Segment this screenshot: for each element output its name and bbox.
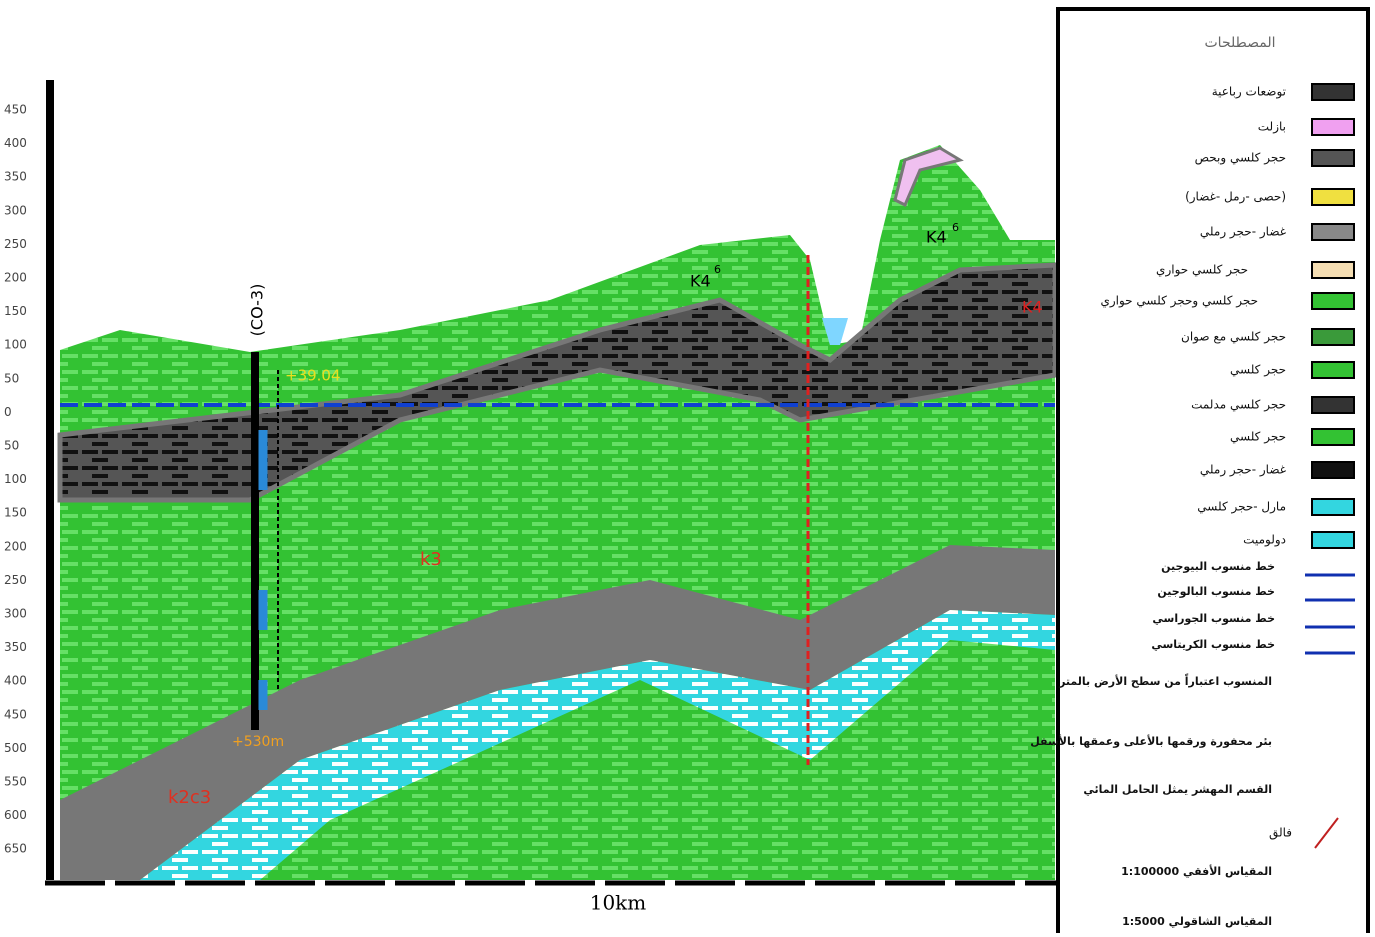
legend-label: حجر كلسي مدلمت	[1191, 398, 1286, 413]
legend-label: خط منسوب الكريتاسي	[1151, 638, 1275, 651]
legend-label: دولوميت	[1243, 533, 1286, 548]
legend-note: بئر محفورة ورقمها بالأعلى وعمقها بالأسفل	[1030, 734, 1272, 748]
legend-swatch	[1312, 397, 1354, 413]
y-axis-label: 500	[4, 741, 27, 755]
y-axis-label: 50	[4, 439, 19, 453]
legend-swatch	[1312, 532, 1354, 548]
y-axis-label: 50	[4, 371, 19, 385]
legend-label: مارل -حجر كلسي	[1197, 500, 1286, 515]
y-axis-label: 100	[4, 338, 27, 352]
layer-label: k2c3	[168, 787, 211, 808]
y-axis-label: 350	[4, 170, 27, 184]
legend-label: خط منسوب الجوراسي	[1152, 612, 1275, 625]
well-label: (CO-3)	[248, 284, 267, 337]
legend-label: غضار -حجر رملي	[1200, 463, 1286, 478]
legend-label: بازلت	[1258, 120, 1286, 135]
legend-swatch	[1312, 224, 1354, 240]
legend-swatch	[1312, 462, 1354, 478]
well-depth: +530m	[232, 734, 284, 750]
y-axis-label: 400	[4, 136, 27, 150]
legend-swatch	[1312, 119, 1354, 135]
legend-swatch	[1312, 189, 1354, 205]
y-axis-label: 550	[4, 775, 27, 789]
legend-swatch	[1312, 499, 1354, 515]
legend-label: خط منسوب البيوجين	[1161, 560, 1275, 573]
y-axis-label: 450	[4, 103, 27, 117]
layer-label: K4	[690, 272, 711, 291]
legend-swatch	[1312, 293, 1354, 309]
y-axis-label: 400	[4, 674, 27, 688]
y-axis-label: 300	[4, 607, 27, 621]
cross-section: 4504003503002502001501005005010015020025…	[0, 0, 1375, 933]
legend-label: حجر كلسي وبحص	[1195, 151, 1286, 166]
legend-note: المنسوب اعتباراً من سطح الأرض بالمتر	[1058, 673, 1272, 688]
y-axis-label: 250	[4, 237, 27, 251]
legend-label: حجر كلسي	[1230, 363, 1286, 378]
well-elevation: +39.04	[285, 367, 341, 385]
legend-swatch	[1312, 429, 1354, 445]
legend-swatch	[1312, 84, 1354, 100]
layer-label: 6	[714, 263, 721, 276]
legend-note: القسم المهشر يمثل الحامل المائي	[1083, 783, 1272, 796]
legend-note: المقياس الأفقي 1:100000	[1121, 864, 1272, 878]
legend-note: المقياس الشاقولي 1:5000	[1122, 915, 1272, 928]
y-axis-label: 600	[4, 808, 27, 822]
legend-note: فالق	[1269, 826, 1292, 841]
y-axis-label: 650	[4, 842, 27, 856]
y-axis-label: 300	[4, 203, 27, 217]
y-axis-label: 150	[4, 304, 27, 318]
y-axis-label: 250	[4, 573, 27, 587]
legend-label: حجر كلسي حواري	[1156, 263, 1248, 278]
legend-label: غضار -حجر رملي	[1200, 225, 1286, 240]
legend-label: حجر كلسي	[1230, 430, 1286, 445]
legend-label: خط منسوب البالوجين	[1157, 585, 1275, 598]
layer-label: 6	[952, 221, 959, 234]
y-axis-label: 150	[4, 506, 27, 520]
legend-label: حجر كلسي وحجر كلسي حواري	[1100, 294, 1258, 309]
legend-swatch	[1312, 329, 1354, 345]
page: 4504003503002502001501005005010015020025…	[0, 0, 1375, 933]
legend-label: توضعات رباعية	[1212, 85, 1286, 100]
y-axis-label: 100	[4, 472, 27, 486]
legend-label: حجر كلسي مع صوان	[1181, 330, 1286, 345]
legend-label: (حصى -رمل -غضار)	[1185, 190, 1286, 205]
y-axis-label: 0	[4, 405, 12, 419]
layer-label: K4	[926, 228, 947, 247]
scale-bar-label: 10km	[590, 891, 647, 915]
layer-label: K4	[1022, 298, 1043, 317]
y-axis-label: 200	[4, 271, 27, 285]
legend-swatch	[1312, 262, 1354, 278]
legend-swatch	[1312, 362, 1354, 378]
y-axis-label: 200	[4, 539, 27, 553]
legend-title: المصطلحات	[1205, 35, 1276, 51]
legend-swatch	[1312, 150, 1354, 166]
layer-label: k3	[420, 549, 442, 570]
y-axis-label: 450	[4, 707, 27, 721]
y-axis-label: 350	[4, 640, 27, 654]
